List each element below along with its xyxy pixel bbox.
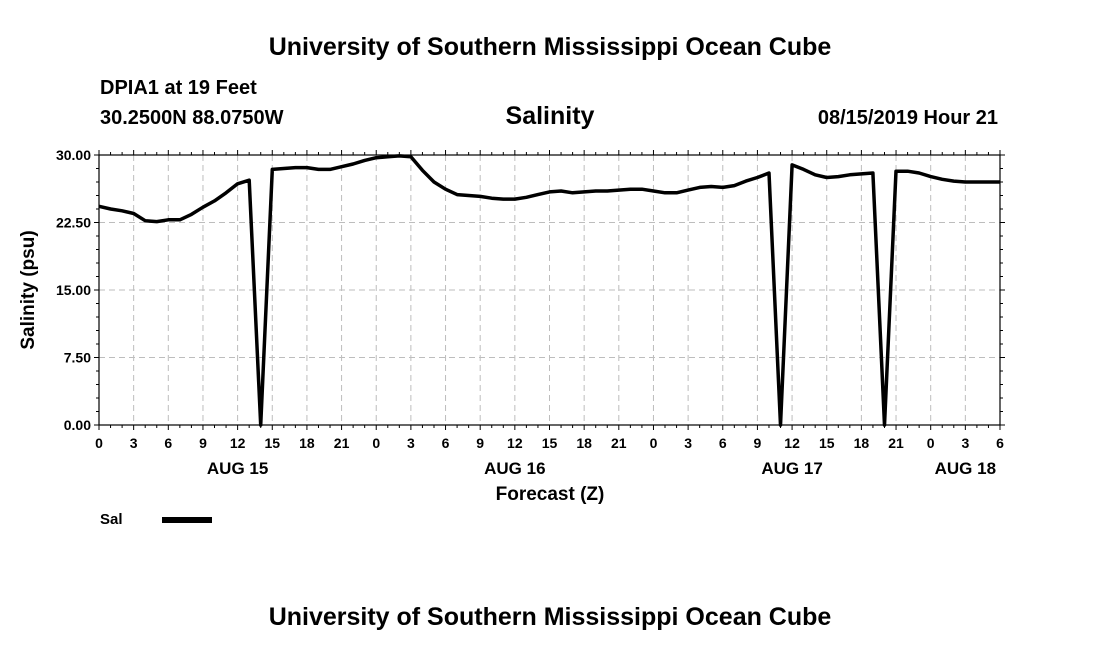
- date-label: AUG 18: [935, 459, 996, 478]
- y-tick-label: 15.00: [56, 282, 91, 298]
- legend-label-sal: Sal: [100, 511, 123, 528]
- grid: [98, 154, 1001, 426]
- x-tick-label: 3: [684, 435, 692, 451]
- x-tick-label: 21: [888, 435, 904, 451]
- x-tick-label: 12: [230, 435, 246, 451]
- x-tick-label: 0: [650, 435, 658, 451]
- x-tick-label: 15: [264, 435, 280, 451]
- tick-labels: 0 3 6 9 12 15 18 21 0 3 6 9 12 15 18 21 0 3 6 9 12 15 18 21 0 3 6 0…: [56, 147, 1004, 478]
- x-tick-label: 9: [476, 435, 484, 451]
- x-tick-label: 3: [961, 435, 969, 451]
- x-tick-label: 18: [854, 435, 870, 451]
- series-layer: [98, 154, 1000, 427]
- x-axis-label: Forecast (Z): [496, 484, 605, 505]
- x-tick-label: 0: [95, 435, 103, 451]
- y-tick-label: 7.50: [64, 350, 91, 366]
- x-tick-label: 21: [334, 435, 350, 451]
- date-label: AUG 15: [207, 459, 268, 478]
- x-tick-label: 3: [130, 435, 138, 451]
- x-tick-label: 6: [164, 435, 172, 451]
- x-tick-label: 3: [407, 435, 415, 451]
- y-tick-label: 22.50: [56, 215, 91, 231]
- x-tick-label: 0: [372, 435, 380, 451]
- x-tick-label: 21: [611, 435, 627, 451]
- top-title: University of Southern Mississippi Ocean…: [269, 33, 832, 61]
- x-tick-label: 6: [996, 435, 1004, 451]
- series-line-sal: [98, 154, 1000, 427]
- station-name: DPIA1 at 19 Feet: [100, 77, 257, 99]
- date-label: AUG 17: [761, 459, 822, 478]
- y-tick-label: 30.00: [56, 147, 91, 163]
- x-tick-label: 12: [507, 435, 523, 451]
- x-tick-label: 9: [199, 435, 207, 451]
- station-coords: 30.2500N 88.0750W: [100, 107, 284, 129]
- x-tick-label: 18: [299, 435, 315, 451]
- x-tick-label: 15: [542, 435, 558, 451]
- legend: Sal: [100, 511, 212, 528]
- x-tick-label: 6: [719, 435, 727, 451]
- chart-title: Salinity: [506, 102, 595, 130]
- x-tick-label: 18: [576, 435, 592, 451]
- x-tick-label: 15: [819, 435, 835, 451]
- y-axis-label: Salinity (psu): [18, 230, 39, 349]
- y-tick-label: 0.00: [64, 417, 91, 433]
- x-tick-label: 12: [784, 435, 800, 451]
- timestamp: 08/15/2019 Hour 21: [818, 107, 998, 129]
- legend-swatch-sal: [162, 517, 212, 523]
- x-tick-label: 6: [442, 435, 450, 451]
- plot-frame: [98, 154, 1001, 426]
- date-label: AUG 16: [484, 459, 545, 478]
- bottom-title: University of Southern Mississippi Ocean…: [269, 603, 832, 631]
- x-tick-label: 9: [754, 435, 762, 451]
- x-tick-label: 0: [927, 435, 935, 451]
